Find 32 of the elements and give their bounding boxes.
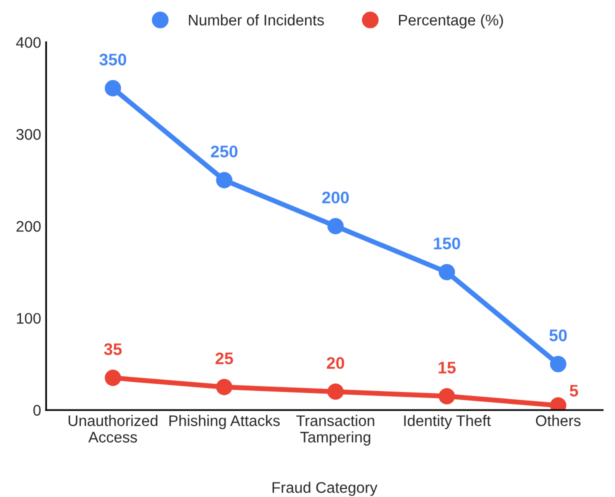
x-axis-title: Fraud Category — [272, 482, 378, 496]
data-label: 250 — [210, 146, 238, 158]
data-label: 15 — [438, 362, 456, 374]
data-label: 25 — [216, 352, 234, 364]
y-tick-label: 200 — [16, 221, 41, 232]
x-tick-label: Transaction Tampering — [296, 414, 374, 446]
y-tick-label: 100 — [16, 312, 41, 324]
point — [550, 356, 566, 372]
x-tick-label: Unauthorized Access — [68, 414, 158, 443]
point — [438, 388, 456, 404]
point — [438, 264, 456, 280]
x-tick-label: Phishing Attacks — [169, 414, 280, 430]
x-tick-label: Identity Theft — [404, 414, 491, 430]
data-label: 150 — [434, 238, 460, 250]
point — [327, 218, 344, 234]
data-label: 200 — [322, 192, 349, 204]
data-label: 35 — [104, 343, 122, 356]
x-tick-label: Others — [536, 414, 581, 426]
point — [104, 80, 122, 96]
data-label: 20 — [326, 357, 344, 369]
data-label: 50 — [549, 330, 567, 342]
point — [104, 370, 122, 386]
data-label: 5 — [570, 384, 578, 397]
y-tick-label: 0 — [33, 404, 41, 416]
point — [216, 172, 232, 188]
point — [216, 378, 232, 396]
y-tick-label: 400 — [16, 37, 41, 48]
data-label: 350 — [99, 54, 126, 66]
legend-label: Number of Incidents — [188, 14, 324, 26]
point — [327, 383, 344, 400]
legend-label: Percentage (%) — [399, 14, 503, 28]
y-tick-label: 300 — [16, 129, 41, 140]
